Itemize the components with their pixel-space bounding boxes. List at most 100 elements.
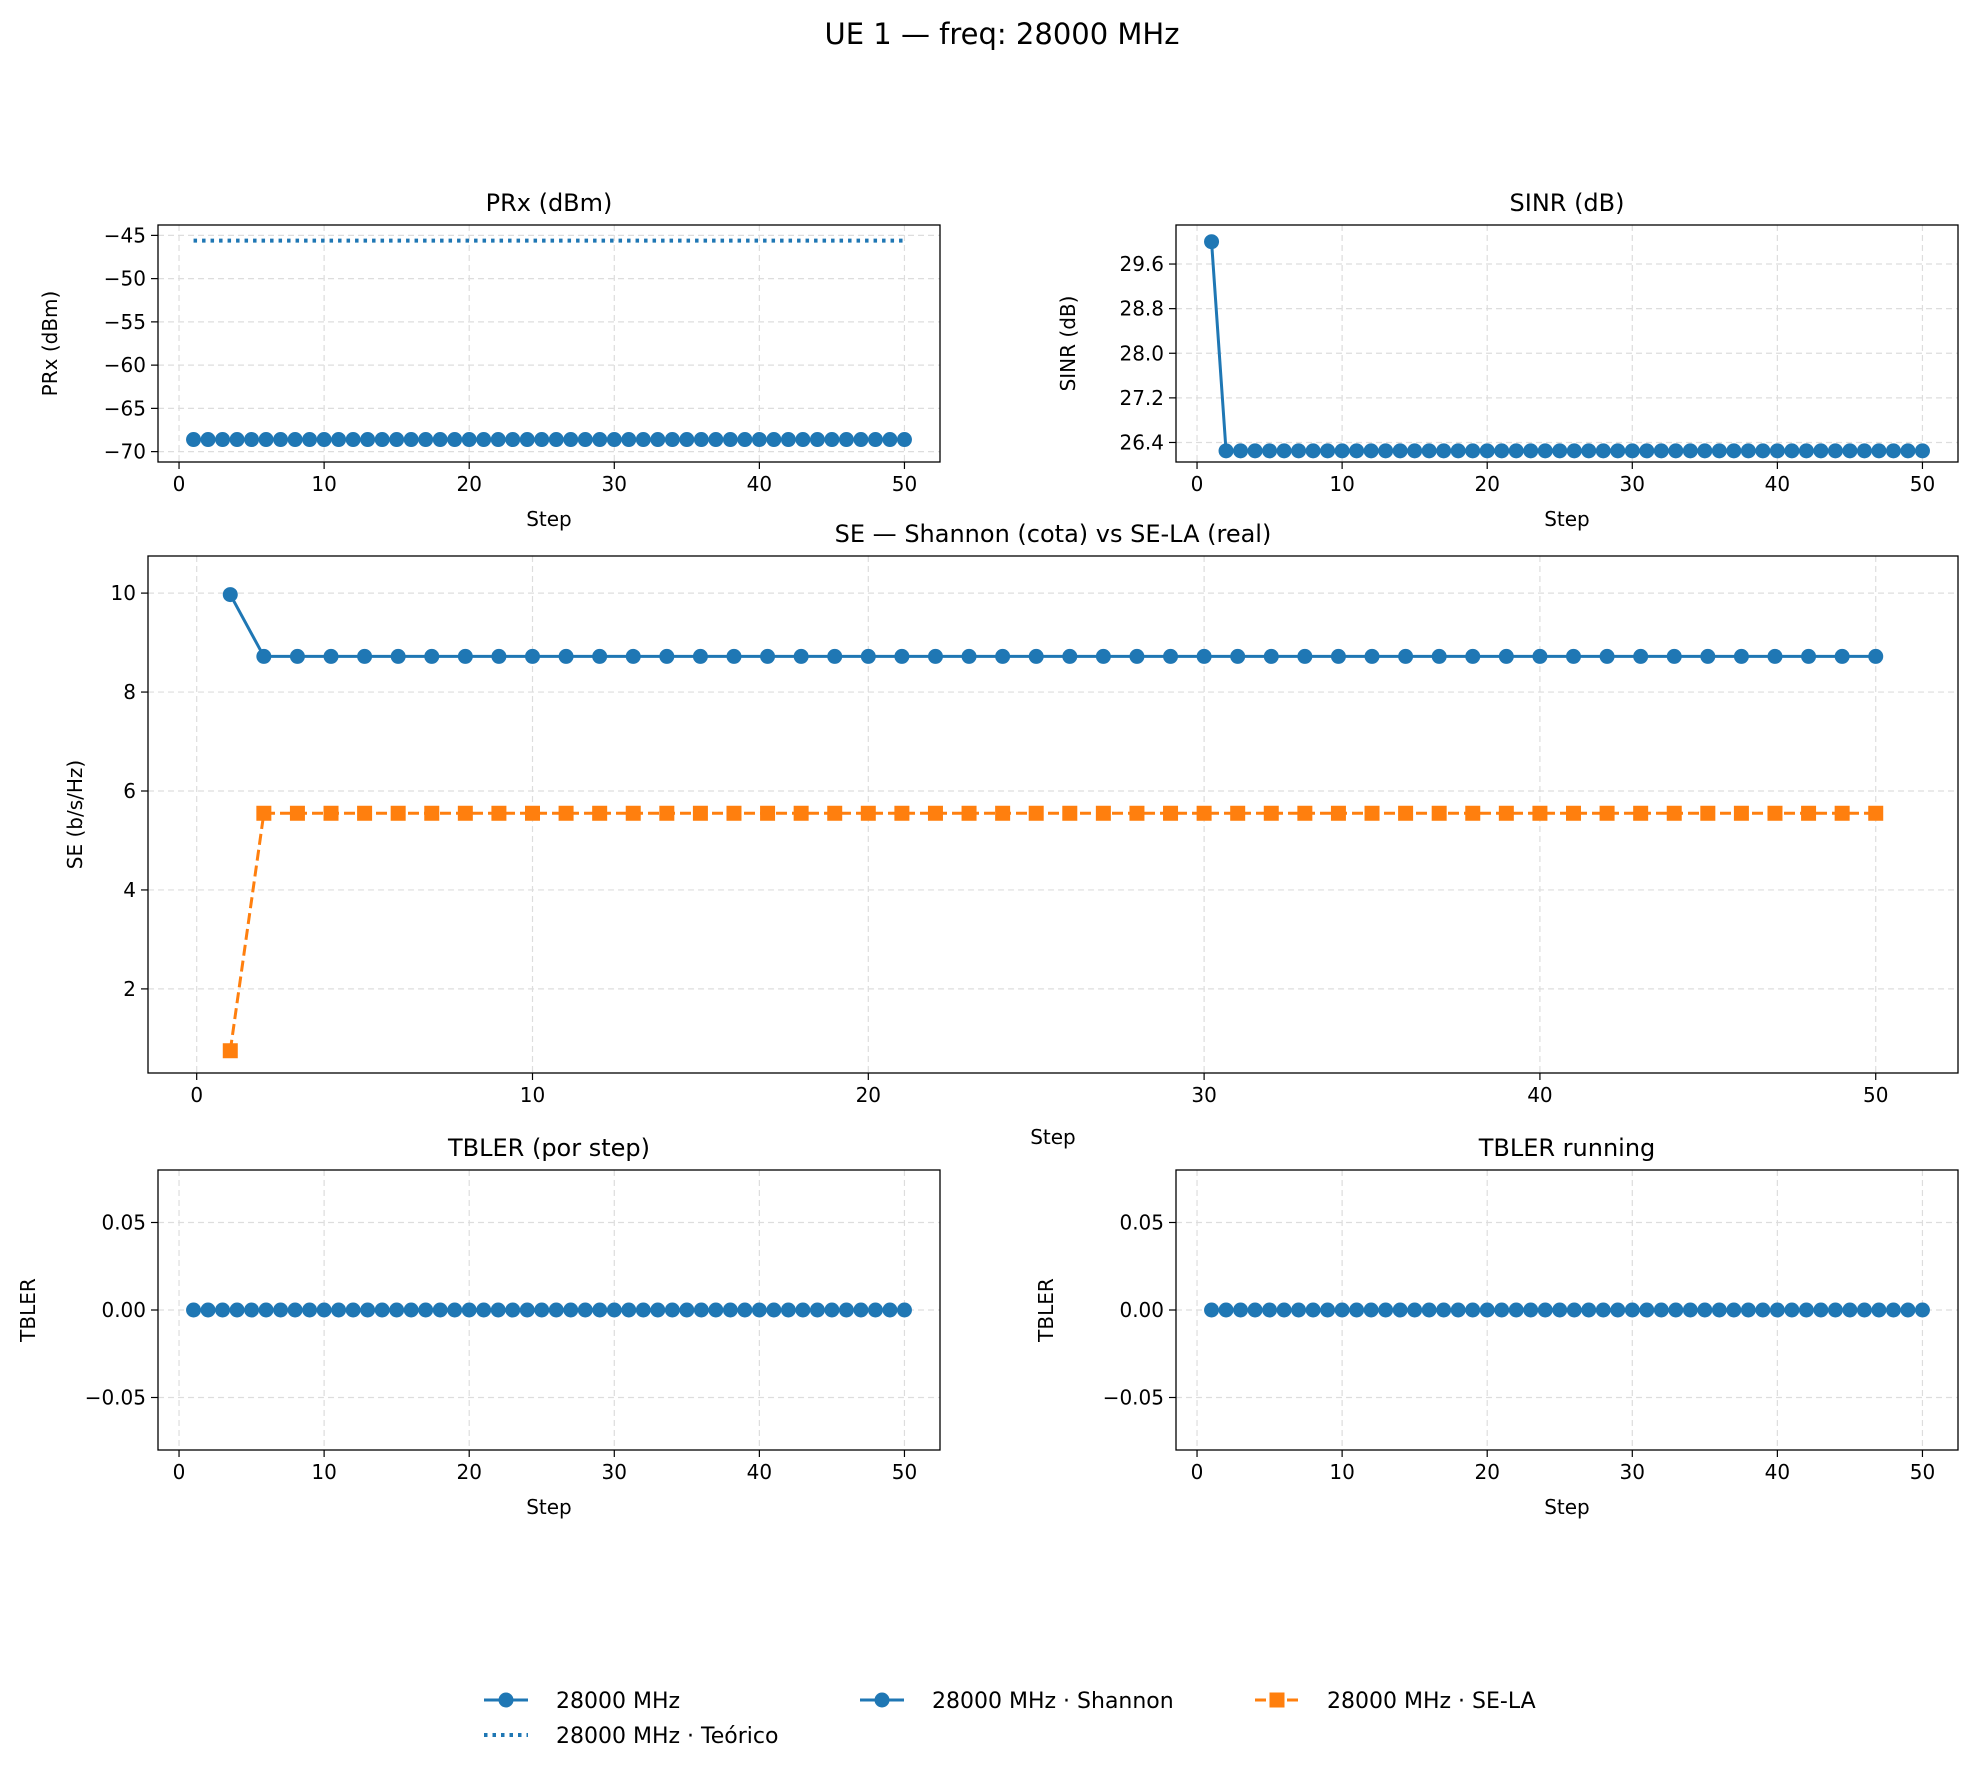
data-point <box>692 648 708 664</box>
data-point <box>853 1302 869 1318</box>
data-point <box>1827 443 1843 459</box>
data-point <box>1233 443 1249 459</box>
data-point <box>1163 805 1179 821</box>
series-tbler-0 <box>186 1302 912 1318</box>
data-point <box>258 1302 274 1318</box>
data-point <box>345 432 361 448</box>
data-point <box>927 805 943 821</box>
data-point <box>418 432 434 448</box>
data-point <box>1163 648 1179 664</box>
legend-marker <box>1269 1692 1285 1708</box>
data-point <box>1247 1302 1263 1318</box>
data-point <box>186 1302 202 1318</box>
data-point <box>1363 1302 1379 1318</box>
y-tick-label: 27.2 <box>1119 386 1164 410</box>
data-point <box>1856 443 1872 459</box>
data-point <box>1871 1302 1887 1318</box>
data-point <box>882 1302 898 1318</box>
data-point <box>1062 805 1078 821</box>
y-tick-label: −0.05 <box>85 1386 146 1410</box>
data-point <box>1885 443 1901 459</box>
axes-frame <box>147 555 1959 1074</box>
data-point <box>751 432 767 448</box>
data-point <box>1767 648 1783 664</box>
data-point <box>1552 1302 1568 1318</box>
data-point <box>1095 805 1111 821</box>
data-point <box>793 805 809 821</box>
data-point <box>563 1302 579 1318</box>
data-point <box>432 432 448 448</box>
data-point <box>244 432 260 448</box>
data-point <box>491 805 507 821</box>
data-point <box>860 648 876 664</box>
data-point <box>1633 805 1649 821</box>
data-point <box>432 1302 448 1318</box>
data-point <box>995 805 1011 821</box>
data-point <box>592 432 608 448</box>
data-point <box>625 805 641 821</box>
data-point <box>1263 648 1279 664</box>
data-point <box>1230 648 1246 664</box>
data-point <box>1263 805 1279 821</box>
data-point <box>659 805 675 821</box>
data-point <box>1378 1302 1394 1318</box>
axes-frame <box>1175 224 1959 463</box>
data-point <box>490 432 506 448</box>
x-tick-label: 50 <box>892 472 917 496</box>
data-point <box>345 1302 361 1318</box>
data-point <box>1711 1302 1727 1318</box>
panel-tbler_running: 0 10 20 30 40 50 −0.05 0.00 0.05 TBLER running Ste… <box>1034 1134 1959 1519</box>
data-point <box>558 648 574 664</box>
data-point <box>1291 443 1307 459</box>
data-point <box>1697 1302 1713 1318</box>
data-point <box>1668 443 1684 459</box>
y-tick-label: −65 <box>104 396 146 420</box>
x-tick-label: 0 <box>173 472 186 496</box>
data-point <box>374 432 390 448</box>
y-tick-label: 10 <box>111 581 136 605</box>
data-point <box>1769 443 1785 459</box>
data-point <box>1196 805 1212 821</box>
data-point <box>461 432 477 448</box>
data-point <box>1566 805 1582 821</box>
data-point <box>1436 443 1452 459</box>
data-point <box>1827 1302 1843 1318</box>
data-point <box>1028 805 1044 821</box>
data-point <box>961 805 977 821</box>
data-point <box>1666 648 1682 664</box>
data-point <box>403 432 419 448</box>
data-point <box>1494 443 1510 459</box>
x-tick-label: 0 <box>173 1460 186 1484</box>
data-point <box>289 805 305 821</box>
data-point <box>491 648 507 664</box>
legend-entry: 28000 MHz · Shannon <box>860 1689 1174 1714</box>
data-point <box>1740 443 1756 459</box>
data-point <box>360 1302 376 1318</box>
data-point <box>256 805 272 821</box>
x-tick-label: 10 <box>1329 472 1354 496</box>
data-point <box>1431 805 1447 821</box>
data-point <box>534 1302 550 1318</box>
data-point <box>867 432 883 448</box>
y-tick-label: 0.05 <box>101 1211 146 1235</box>
data-point <box>1129 805 1145 821</box>
data-point <box>1914 443 1930 459</box>
x-tick-label: 20 <box>456 472 481 496</box>
series-sinr-0 <box>1204 234 1930 459</box>
y-tick-label: 4 <box>123 878 136 902</box>
panel-title: TBLER running <box>1478 1134 1656 1162</box>
data-point <box>1801 648 1817 664</box>
data-point <box>1653 443 1669 459</box>
x-tick-label: 20 <box>1474 1460 1499 1484</box>
y-tick-label: 26.4 <box>1119 430 1164 454</box>
data-point <box>244 1302 260 1318</box>
x-tick-label: 0 <box>1191 472 1204 496</box>
panel-title: TBLER (por step) <box>447 1134 650 1162</box>
x-tick-label: 40 <box>747 472 772 496</box>
series-line <box>228 811 1876 1051</box>
data-point <box>1334 443 1350 459</box>
data-point <box>577 432 593 448</box>
data-point <box>1398 805 1414 821</box>
data-point <box>1465 648 1481 664</box>
